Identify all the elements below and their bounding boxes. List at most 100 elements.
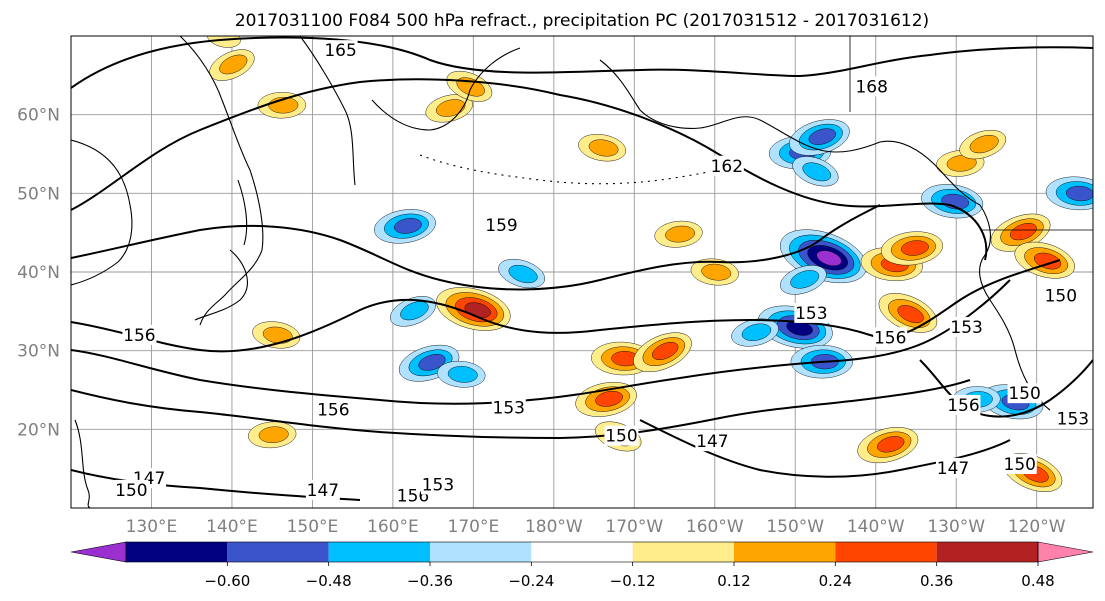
contour-label: 147 bbox=[307, 481, 339, 501]
map-panel: 165 168 162 159 156 153 156 153 150 150 156 153 156 1… bbox=[70, 35, 1094, 509]
lon-label: 140°E bbox=[206, 517, 258, 537]
contour-label-bg bbox=[873, 327, 908, 348]
contour-label: 156 bbox=[874, 328, 906, 348]
colorbar-tick-label: −0.12 bbox=[610, 572, 656, 590]
colorbar-tick-label: 0.36 bbox=[920, 572, 953, 590]
colorbar-extend-min bbox=[70, 541, 127, 563]
contour-label-bg bbox=[305, 479, 340, 500]
border-canada-usa bbox=[849, 36, 1093, 231]
lat-label: 40°N bbox=[17, 263, 60, 283]
precip-patch bbox=[789, 119, 850, 156]
precip-band bbox=[877, 436, 905, 453]
precip-patch bbox=[436, 287, 511, 331]
contour-153 bbox=[71, 279, 1011, 405]
precip-band bbox=[400, 301, 429, 321]
contour-label-bg bbox=[1043, 285, 1078, 306]
colorbar-tick-label: −0.48 bbox=[306, 572, 352, 590]
contour-label-bg bbox=[949, 317, 984, 338]
contour-label-bg bbox=[709, 155, 744, 176]
contour-label: 159 bbox=[485, 216, 517, 236]
colorbar-bin bbox=[936, 542, 1038, 562]
lat-label: 20°N bbox=[17, 420, 60, 440]
precip-band bbox=[258, 426, 289, 443]
lon-label: 160°W bbox=[686, 517, 744, 537]
precip-band bbox=[802, 162, 832, 182]
precip-patch bbox=[880, 231, 943, 266]
precip-band bbox=[816, 250, 842, 267]
contour-label-bg bbox=[114, 479, 149, 500]
precip-patch bbox=[654, 220, 703, 248]
contour-label: 153 bbox=[950, 318, 982, 338]
precip-patch bbox=[248, 421, 297, 449]
precip-band bbox=[969, 135, 999, 154]
contour-label-bg bbox=[695, 431, 730, 452]
contour-label: 150 bbox=[1004, 455, 1036, 475]
lon-label: 180°W bbox=[525, 517, 583, 537]
precip-band bbox=[206, 36, 241, 48]
precip-band bbox=[1010, 223, 1037, 241]
lon-label: 120°W bbox=[1008, 517, 1066, 537]
colorbar-tick-label: 0.12 bbox=[717, 572, 750, 590]
colorbar-bin bbox=[531, 542, 633, 562]
contour-156-north bbox=[71, 259, 1061, 353]
contour-159 bbox=[71, 204, 881, 291]
precip-patch bbox=[578, 134, 627, 162]
contour-162 bbox=[71, 78, 988, 261]
precip-patch bbox=[792, 156, 839, 187]
colorbar-tick-label: −0.24 bbox=[508, 572, 554, 590]
precip-patch bbox=[1045, 176, 1093, 211]
contour-label: 153 bbox=[795, 304, 827, 324]
precip-patch bbox=[575, 381, 637, 417]
coastline-aleutians bbox=[419, 154, 741, 185]
colorbar: −0.60 −0.48 −0.36 −0.24 −0.12 0.12 0.24 0.36 0.4… bbox=[70, 541, 1094, 590]
contour-label: 153 bbox=[1057, 409, 1089, 429]
lon-label: 140°W bbox=[847, 517, 905, 537]
contour-label: 150 bbox=[115, 481, 147, 501]
contour-label: 168 bbox=[855, 77, 887, 97]
precip-patch bbox=[209, 49, 255, 81]
contour-label: 147 bbox=[937, 459, 969, 479]
precip-patch bbox=[731, 318, 779, 347]
coastline-japan bbox=[194, 249, 248, 321]
coastline-philippines bbox=[74, 419, 91, 508]
colorbar-frame bbox=[125, 541, 1039, 563]
contour-label: 150 bbox=[1045, 287, 1077, 307]
precip-band bbox=[808, 128, 836, 145]
lat-label: 50°N bbox=[17, 184, 60, 204]
precip-patch bbox=[690, 258, 739, 286]
precip-patch bbox=[1014, 241, 1075, 279]
precip-band bbox=[418, 354, 446, 371]
coastline-sakhalin bbox=[237, 179, 248, 246]
colorbar-tick-label: −0.60 bbox=[204, 572, 250, 590]
contour-label-bg bbox=[794, 302, 829, 323]
precip-patch bbox=[206, 36, 241, 48]
contour-label: 165 bbox=[324, 41, 356, 61]
contour-156-east bbox=[919, 359, 1093, 418]
contour-label: 150 bbox=[1008, 384, 1040, 404]
contour-label: 162 bbox=[711, 157, 743, 177]
contour-label-bg bbox=[484, 214, 519, 235]
contour-label: 147 bbox=[696, 432, 728, 452]
coastline-kamchatka-east bbox=[299, 36, 356, 186]
precip-patch bbox=[857, 427, 919, 464]
precip-band bbox=[652, 342, 679, 360]
contour-label-bg bbox=[323, 40, 358, 61]
lat-label: 60°N bbox=[17, 106, 60, 126]
lon-label: 130°W bbox=[927, 517, 985, 537]
colorbar-extend-max bbox=[1037, 541, 1094, 563]
contour-label: 150 bbox=[605, 427, 637, 447]
coastline-alaska bbox=[599, 59, 981, 206]
precip-band bbox=[946, 155, 977, 172]
colorbar-tick-label: −0.36 bbox=[407, 572, 453, 590]
precip-patch bbox=[437, 360, 486, 388]
precip-patch bbox=[780, 265, 827, 295]
lon-label: 150°E bbox=[287, 517, 339, 537]
precip-band bbox=[741, 323, 772, 341]
lat-label: 30°N bbox=[17, 342, 60, 362]
latitude-labels: 60°N 50°N 40°N 30°N 20°N bbox=[17, 106, 60, 441]
precip-band bbox=[790, 270, 820, 289]
contour-label-bg bbox=[935, 457, 970, 478]
precip-band bbox=[901, 240, 929, 256]
contour-label-bg bbox=[1007, 383, 1042, 404]
